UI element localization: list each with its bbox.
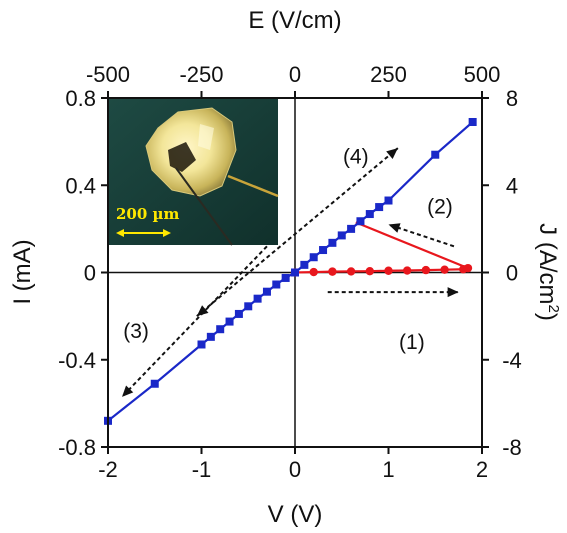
right-y-axis-title: J (A/cm2): [534, 223, 562, 321]
data-point: [468, 117, 477, 126]
arrow-head: [122, 385, 134, 397]
data-point: [375, 203, 384, 212]
sweep-label-1: (1): [399, 331, 425, 354]
y-tick-label: 0.4: [65, 173, 96, 198]
series-line-2: [355, 221, 469, 270]
data-point: [300, 260, 309, 269]
data-point: [225, 317, 234, 326]
x-tick-label: -1: [192, 457, 212, 482]
scale-bar-label: 200 µm: [116, 205, 180, 223]
x-tick-label: -2: [98, 457, 118, 482]
arrow-head: [386, 148, 398, 160]
data-point: [234, 309, 243, 318]
data-point: [431, 150, 440, 159]
right-y-tick-label: 0: [506, 261, 518, 286]
right-y-tick-label: -4: [502, 348, 522, 373]
right-y-axis-title-main: J (A/cm: [534, 223, 561, 304]
probe-wire-left: [175, 167, 233, 246]
data-point: [328, 267, 337, 276]
top-x-tick-label: 500: [464, 62, 501, 87]
data-point: [262, 287, 271, 296]
data-point: [365, 266, 374, 276]
y-tick-label: -0.8: [58, 435, 96, 460]
data-point: [440, 265, 449, 274]
x-tick-label: 0: [289, 457, 301, 482]
data-point: [403, 266, 412, 275]
top-x-tick-label: 250: [370, 62, 407, 87]
data-point: [197, 340, 206, 349]
x-tick-label: 2: [476, 457, 488, 482]
right-y-tick-label: -8: [502, 435, 522, 460]
x-tick-label: 1: [382, 457, 394, 482]
top-x-tick-label: -250: [179, 62, 223, 87]
sweep-arrow-2: [388, 223, 455, 248]
data-point: [346, 267, 356, 276]
data-point: [206, 332, 215, 341]
sweep-arrow-4: [196, 147, 399, 317]
data-point: [356, 217, 365, 226]
data-point: [281, 273, 290, 282]
data-point: [365, 210, 374, 219]
inset-micrograph: 200 µm: [108, 99, 279, 246]
data-point: [328, 238, 337, 247]
data-point: [150, 379, 159, 388]
y-tick-label: 0: [84, 261, 96, 286]
top-x-tick-label: 0: [289, 62, 301, 87]
data-point: [309, 253, 318, 262]
y-tick-label: -0.4: [58, 348, 96, 373]
data-point: [291, 268, 299, 277]
data-point: [244, 302, 253, 311]
axis-layer: -2 -1 0 1 2 -0.8 -0.4 0 0.4 0.8-500 -250 0 250 500 -8 -…: [58, 62, 522, 482]
x-axis-title: V (V): [268, 501, 323, 528]
data-point: [384, 196, 393, 205]
sweep-label-4: (4): [343, 145, 369, 168]
data-point: [337, 231, 346, 240]
data-point: [253, 294, 262, 303]
arrow-head: [447, 287, 459, 298]
plot-layer: (1) (2) (3) (4): [104, 98, 482, 447]
arrow-head: [388, 223, 401, 233]
right-y-tick-label: 8: [506, 86, 518, 111]
sweep-label-2: (2): [427, 196, 453, 219]
right-y-axis-title-sup: 2: [545, 304, 562, 312]
y-axis-title: I (mA): [9, 239, 36, 304]
data-point: [272, 280, 281, 289]
data-point: [319, 246, 328, 255]
sweep-label-3: (3): [123, 320, 149, 343]
right-y-tick-label: 4: [506, 173, 518, 198]
y-tick-label: 0.8: [65, 86, 96, 111]
top-x-axis-title: E (V/cm): [248, 7, 341, 34]
data-point: [347, 224, 356, 233]
data-point: [309, 267, 318, 277]
top-x-tick-label: -500: [86, 62, 130, 87]
data-point: [216, 325, 225, 334]
data-point: [384, 266, 393, 275]
arrow-head: [196, 305, 209, 317]
probe-wire-right: [227, 174, 279, 198]
data-point: [421, 265, 431, 275]
right-y-axis-title-close: ): [534, 313, 561, 321]
